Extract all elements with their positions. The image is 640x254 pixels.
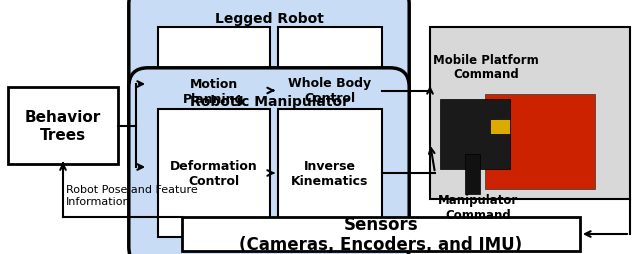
Bar — [278, 109, 382, 237]
Text: Whole Body
Control: Whole Body Control — [289, 77, 372, 105]
Bar — [182, 217, 580, 251]
Text: Inverse
Kinematics: Inverse Kinematics — [291, 159, 369, 187]
Bar — [485, 95, 595, 189]
Text: Deformation
Control: Deformation Control — [170, 159, 258, 187]
Bar — [158, 28, 270, 154]
Bar — [158, 109, 270, 237]
Text: Robotic Manipulator: Robotic Manipulator — [189, 95, 349, 108]
Text: Legged Robot: Legged Robot — [214, 12, 323, 26]
Bar — [440, 100, 510, 169]
Text: Mobile Platform
Command: Mobile Platform Command — [433, 53, 539, 81]
Bar — [465, 154, 480, 194]
Text: Robot Pose and Feature
Information: Robot Pose and Feature Information — [66, 184, 198, 206]
FancyBboxPatch shape — [129, 69, 409, 254]
Text: Behavior
Trees: Behavior Trees — [25, 110, 101, 142]
Text: Motion
Planning: Motion Planning — [183, 77, 244, 105]
Bar — [278, 28, 382, 154]
FancyBboxPatch shape — [129, 0, 409, 183]
Bar — [8, 88, 118, 164]
Text: Manipulator
Command: Manipulator Command — [438, 193, 518, 221]
Text: Sensors
(Cameras, Encoders, and IMU): Sensors (Cameras, Encoders, and IMU) — [239, 215, 523, 253]
Bar — [430, 28, 630, 199]
Bar — [490, 120, 510, 134]
